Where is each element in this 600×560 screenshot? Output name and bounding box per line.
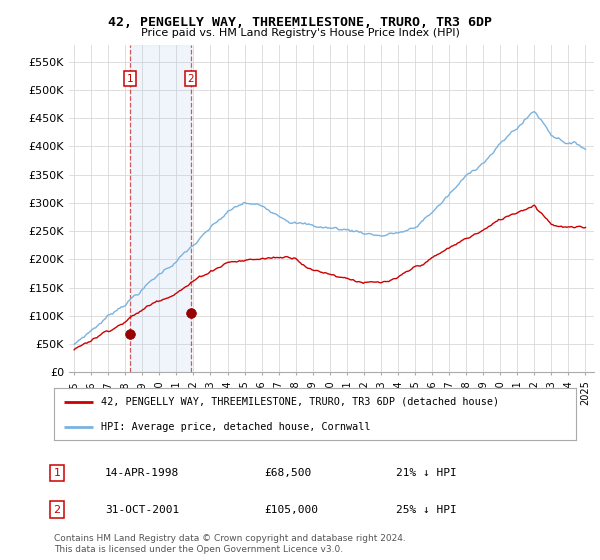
Text: Price paid vs. HM Land Registry's House Price Index (HPI): Price paid vs. HM Land Registry's House … [140, 28, 460, 38]
Bar [130, 45, 191, 372]
Text: 42, PENGELLY WAY, THREEMILESTONE, TRURO, TR3 6DP (detached house): 42, PENGELLY WAY, THREEMILESTONE, TRURO,… [101, 397, 499, 407]
Text: 1: 1 [53, 468, 61, 478]
Text: 21% ↓ HPI: 21% ↓ HPI [396, 468, 457, 478]
Text: 42, PENGELLY WAY, THREEMILESTONE, TRURO, TR3 6DP: 42, PENGELLY WAY, THREEMILESTONE, TRURO,… [108, 16, 492, 29]
Text: £105,000: £105,000 [264, 505, 318, 515]
Text: 25% ↓ HPI: 25% ↓ HPI [396, 505, 457, 515]
Text: Contains HM Land Registry data © Crown copyright and database right 2024.
This d: Contains HM Land Registry data © Crown c… [54, 534, 406, 554]
Text: £68,500: £68,500 [264, 468, 311, 478]
Text: 31-OCT-2001: 31-OCT-2001 [105, 505, 179, 515]
Text: 2: 2 [53, 505, 61, 515]
Text: 2: 2 [187, 74, 194, 83]
Text: 1: 1 [127, 74, 133, 83]
Text: 14-APR-1998: 14-APR-1998 [105, 468, 179, 478]
Text: HPI: Average price, detached house, Cornwall: HPI: Average price, detached house, Corn… [101, 422, 370, 432]
